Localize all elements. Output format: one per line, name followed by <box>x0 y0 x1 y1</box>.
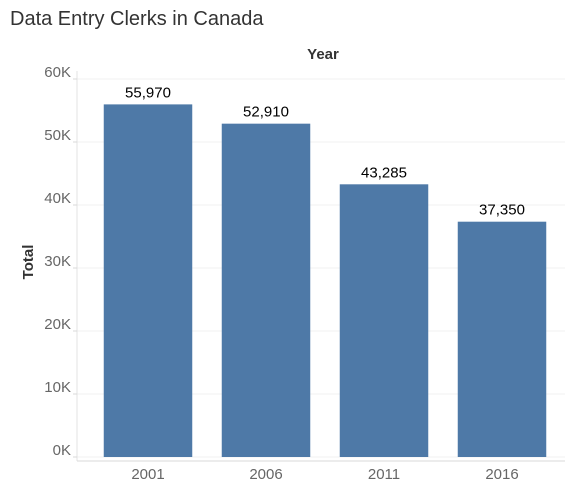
data-label: 37,350 <box>479 202 525 219</box>
x-tick-label: 2016 <box>485 466 518 483</box>
x-axis-title: Year <box>307 46 339 63</box>
y-tick-label: 50K <box>44 127 71 144</box>
chart-title: Data Entry Clerks in Canada <box>10 8 264 30</box>
x-tick-label: 2011 <box>368 466 400 483</box>
data-label: 55,970 <box>125 84 171 101</box>
bar-2001 <box>103 104 193 457</box>
bars <box>103 104 547 458</box>
y-tick-label: 40K <box>44 190 71 207</box>
y-tick-label: 60K <box>44 64 71 81</box>
data-label: 52,910 <box>243 104 289 121</box>
x-tick-label: 2001 <box>131 466 164 483</box>
data-labels: 55,970 52,910 43,285 37,350 <box>125 84 525 218</box>
bar-2006 <box>221 123 311 458</box>
y-tick-label: 30K <box>44 253 71 270</box>
bar-2011 <box>339 184 429 457</box>
y-tick-label: 10K <box>44 379 71 396</box>
y-axis-title: Total <box>20 245 37 280</box>
data-label: 43,285 <box>361 164 407 181</box>
y-tick-label: 0K <box>53 442 71 459</box>
x-axis: 2001 2006 2011 2016 <box>77 460 565 483</box>
bar-2016 <box>457 221 547 457</box>
y-axis: 0K 10K 20K 30K 40K 50K 60K <box>44 64 78 461</box>
y-tick-label: 20K <box>44 316 71 333</box>
x-tick-label: 2006 <box>249 466 282 483</box>
